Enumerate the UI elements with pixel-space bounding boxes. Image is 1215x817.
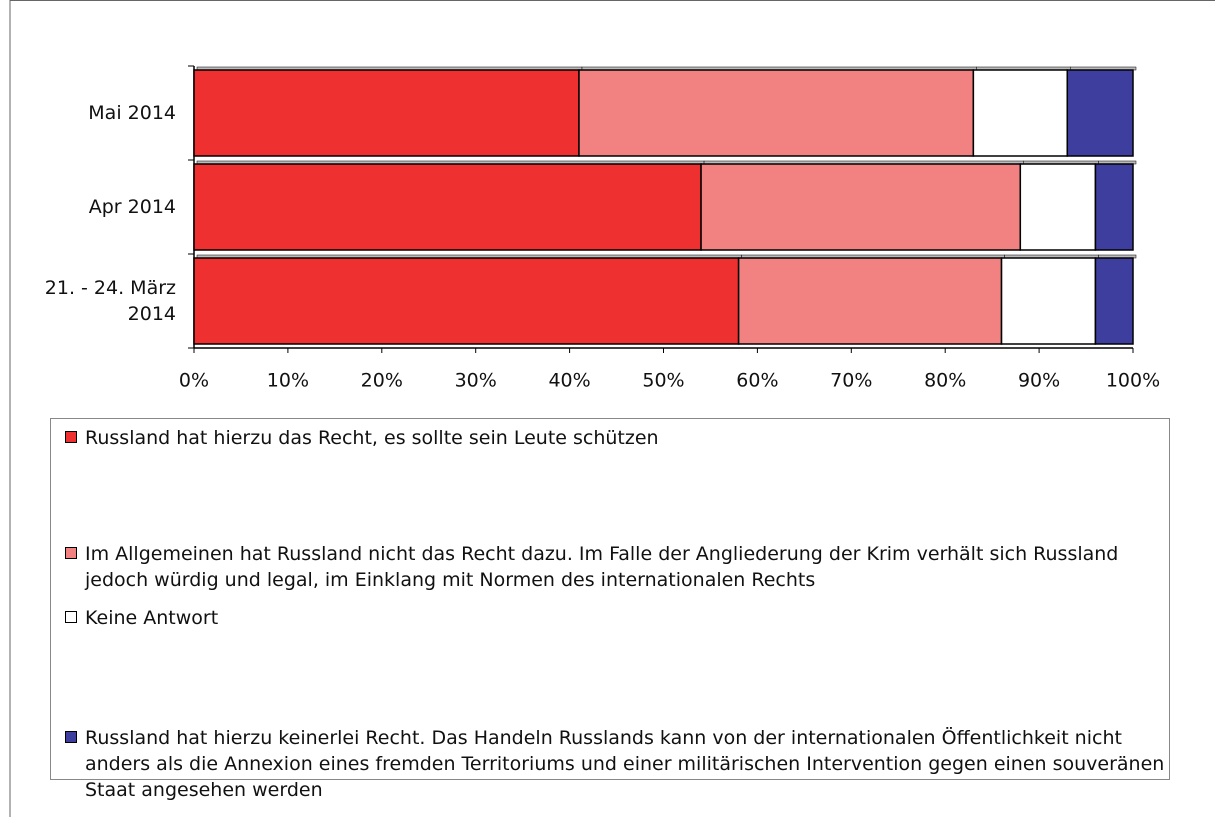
bar-segment — [1066, 69, 1134, 157]
x-tick-label: 20% — [361, 370, 403, 392]
legend-item: Im Allgemeinen hat Russland nicht das Re… — [65, 541, 1175, 593]
x-tick-label: 0% — [179, 370, 209, 392]
bar-segment — [578, 69, 975, 157]
x-tick-label: 40% — [548, 370, 590, 392]
x-tick-label: 10% — [267, 370, 309, 392]
bar-segment — [1094, 163, 1134, 251]
legend-swatch — [65, 431, 77, 443]
bar-segment — [1094, 257, 1134, 345]
bar-segment — [737, 257, 1003, 345]
legend-item: Russland hat hierzu keinerlei Recht. Das… — [65, 725, 1175, 803]
bar-segment — [700, 163, 1022, 251]
bar-segment — [972, 69, 1069, 157]
bar-segment — [193, 257, 740, 345]
x-tick-label: 100% — [1106, 370, 1160, 392]
legend-label: Keine Antwort — [85, 607, 219, 629]
x-tick-label: 80% — [924, 370, 966, 392]
y-tick-label: Mai 2014 — [88, 102, 176, 124]
legend: Russland hat hierzu das Recht, es sollte… — [50, 418, 1170, 801]
y-tick-label: 21. - 24. März 2014 — [44, 277, 176, 325]
legend-swatch — [65, 731, 77, 743]
x-tick-label: 30% — [455, 370, 497, 392]
x-tick-label: 60% — [736, 370, 778, 392]
legend-swatch — [65, 611, 77, 623]
bar-segment — [1019, 163, 1097, 251]
legend-swatch — [65, 547, 77, 559]
bar-segment — [193, 163, 702, 251]
x-tick-label: 90% — [1018, 370, 1060, 392]
x-tick-label: 70% — [830, 370, 872, 392]
bar-segment — [1000, 257, 1097, 345]
y-tick-label: Apr 2014 — [88, 196, 176, 218]
legend-label: Russland hat hierzu keinerlei Recht. Das… — [85, 727, 1165, 801]
legend-label: Russland hat hierzu das Recht, es sollte… — [85, 427, 659, 449]
legend-label: Im Allgemeinen hat Russland nicht das Re… — [85, 543, 1119, 591]
legend-item: Russland hat hierzu das Recht, es sollte… — [65, 425, 1175, 451]
legend-item: Keine Antwort — [65, 605, 1175, 631]
bar-segment — [193, 69, 580, 157]
x-tick-label: 50% — [642, 370, 684, 392]
